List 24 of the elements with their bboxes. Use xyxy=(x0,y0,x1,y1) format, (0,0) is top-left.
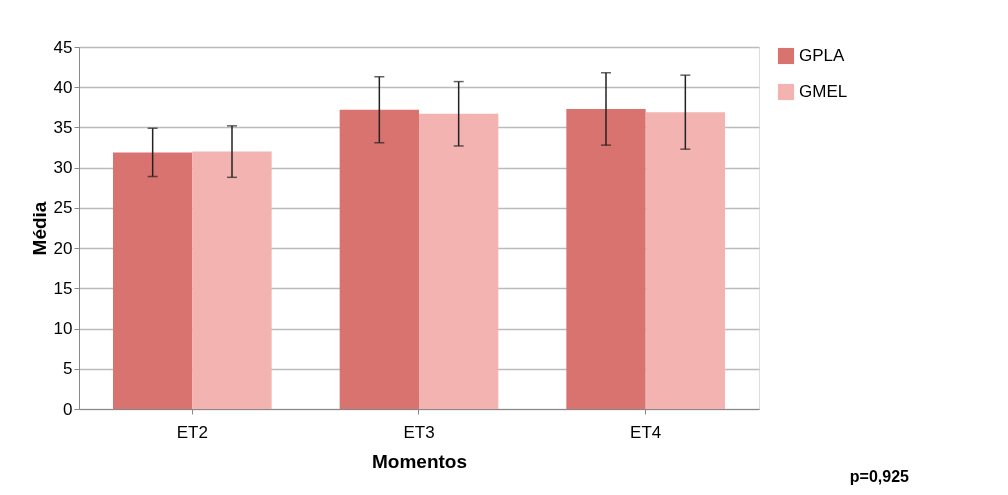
y-tick-label: 45 xyxy=(53,37,73,57)
bar xyxy=(192,151,272,409)
bar xyxy=(113,152,193,409)
bar xyxy=(566,108,646,409)
bar xyxy=(339,109,419,409)
x-axis-title: Momentos xyxy=(372,450,467,472)
bar xyxy=(419,113,499,409)
y-tick-label: 30 xyxy=(53,158,73,178)
x-tick-label: ET2 xyxy=(176,422,208,442)
y-tick-label: 5 xyxy=(63,359,73,379)
legend-label: GPLA xyxy=(799,46,846,65)
y-tick-label: 35 xyxy=(53,117,73,137)
x-tick-label: ET3 xyxy=(403,422,435,442)
y-tick-label: 20 xyxy=(53,238,73,258)
y-tick-label: 25 xyxy=(53,198,73,218)
text: p=0,925 xyxy=(849,468,910,485)
y-tick-label: 15 xyxy=(53,278,73,298)
x-tick-label: ET4 xyxy=(630,422,662,442)
y-tick-label: 10 xyxy=(53,319,73,339)
y-tick-label: 0 xyxy=(63,399,73,419)
y-tick-label: 40 xyxy=(53,77,73,97)
legend-label: GMEL xyxy=(799,82,848,101)
y-axis-title: Média xyxy=(28,201,50,256)
bar xyxy=(645,112,725,409)
